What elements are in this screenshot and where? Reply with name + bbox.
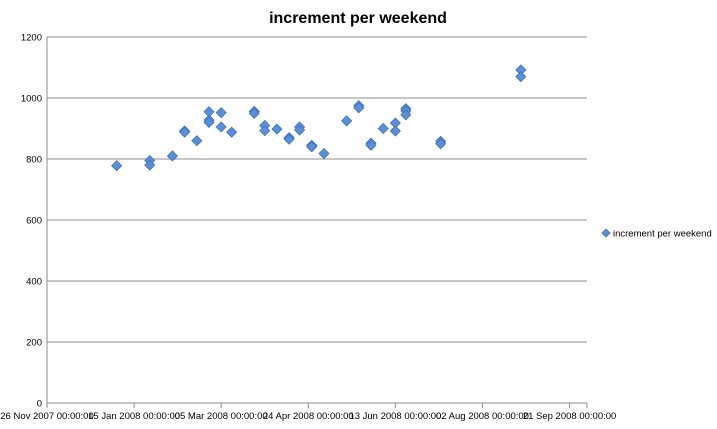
x-tick-label: 15 Jan 2008 00:00:00: [88, 411, 180, 422]
x-tick-label: 02 Aug 2008 00:00:00: [436, 411, 529, 422]
legend-entry: increment per weekend: [613, 229, 712, 240]
data-point: [179, 126, 191, 138]
data-point: [215, 107, 227, 119]
data-point: [144, 159, 156, 171]
legend-marker: [601, 228, 611, 238]
data-point: [389, 125, 401, 137]
x-tick-label: 21 Sep 2008 00:00:00: [523, 411, 617, 422]
data-point: [111, 160, 123, 172]
data-point: [226, 126, 238, 138]
data-point: [259, 125, 271, 137]
y-tick-label: 0: [37, 399, 42, 410]
data-point: [306, 141, 318, 153]
data-point: [191, 135, 203, 147]
y-tick-label: 1000: [21, 94, 42, 105]
data-point: [515, 71, 527, 83]
axes: [46, 37, 587, 404]
data-point: [353, 102, 365, 114]
x-tick-label: 26 Nov 2007 00:00:00: [0, 411, 94, 422]
y-tick-label: 400: [26, 277, 42, 288]
x-tick-label: 05 Mar 2008 00:00:00: [175, 411, 268, 422]
data-point: [377, 122, 389, 135]
y-axis-ticks: 0 200 400 600 800 1000 1200: [21, 33, 42, 410]
data-points: [111, 64, 527, 172]
y-tick-label: 800: [26, 155, 42, 166]
x-tick-label: 24 Apr 2008 00:00:00: [263, 411, 354, 422]
data-point: [435, 138, 447, 150]
data-point: [283, 133, 295, 145]
data-point: [166, 150, 178, 162]
y-tick-label: 200: [26, 338, 42, 349]
data-point: [294, 124, 306, 136]
data-point: [248, 107, 260, 119]
data-point: [318, 147, 330, 160]
data-point: [203, 116, 215, 128]
data-point: [365, 139, 377, 151]
data-point: [341, 115, 353, 127]
y-tick-label: 1200: [21, 33, 42, 44]
y-tick-label: 600: [26, 216, 42, 227]
data-point: [400, 109, 412, 121]
data-point: [271, 123, 283, 135]
gridlines: [47, 36, 587, 343]
chart-title: increment per weekend: [269, 10, 447, 27]
x-tick-label: 13 Jun 2008 00:00:00: [349, 411, 441, 422]
data-point: [215, 121, 227, 133]
legend: increment per weekend: [601, 228, 712, 240]
